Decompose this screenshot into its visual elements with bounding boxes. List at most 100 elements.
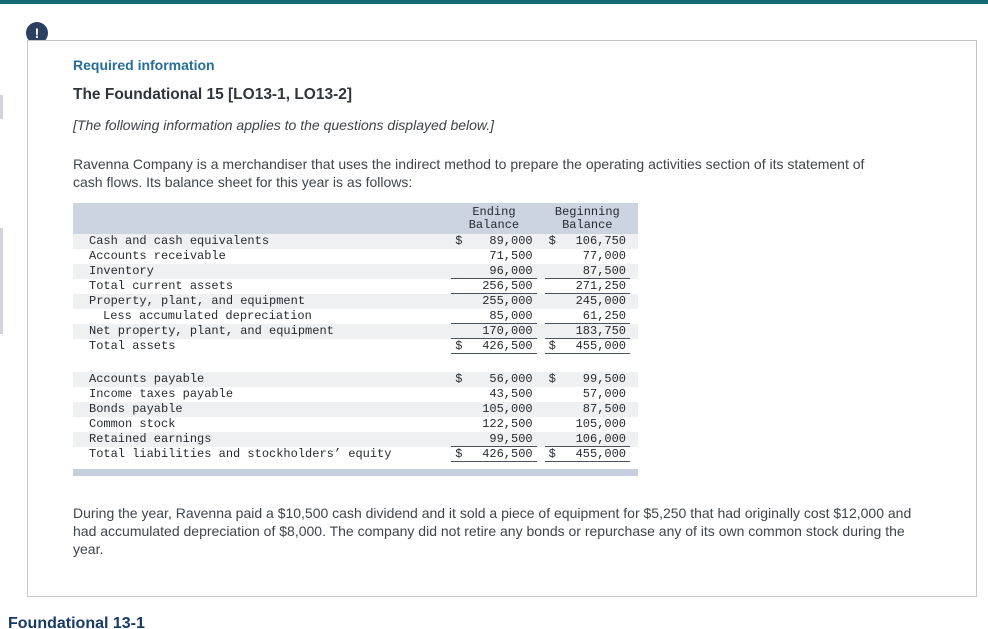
amount-value: 106,000: [575, 432, 627, 446]
currency-symbol: $: [548, 372, 556, 386]
table-row: Total liabilities and stockholders’ equi…: [73, 447, 638, 462]
amount-value: 99,500: [582, 372, 627, 386]
applies-note: [The following information applies to th…: [73, 117, 495, 133]
beginning-amount: 57,000: [545, 387, 630, 402]
balance-sheet-table: Ending Balance Beginning Balance Cash an…: [73, 203, 638, 476]
table-row: Accounts payable $56,000 $99,500: [73, 372, 638, 387]
beginning-amount: $99,500: [545, 372, 630, 387]
left-edge-mark: [0, 228, 3, 334]
beginning-amount: $455,000: [544, 339, 631, 354]
row-label: Total current assets: [89, 279, 234, 293]
amount-value: 106,750: [575, 234, 627, 248]
top-accent-bar: [0, 0, 988, 4]
assignment-title: The Foundational 15 [LO13-1, LO13-2]: [73, 86, 353, 103]
left-edge-mark: [0, 95, 3, 119]
row-label: Common stock: [89, 417, 176, 431]
amount-value: 87,500: [582, 264, 627, 278]
beginning-amount: $106,750: [545, 234, 630, 249]
beginning-amount: $455,000: [544, 447, 631, 462]
table-bottom-bar: [73, 469, 638, 476]
spacer-row: [73, 354, 638, 372]
row-label: Accounts payable: [89, 372, 205, 386]
beginning-amount: 271,250: [544, 279, 631, 294]
required-information-label: Required information: [73, 57, 215, 73]
table-row: Cash and cash equivalents $89,000 $106,7…: [73, 234, 638, 249]
amount-value: 255,000: [482, 294, 533, 308]
table-row: Total assets $426,500 $455,000: [73, 339, 638, 354]
row-label: Total liabilities and stockholders’ equi…: [89, 447, 392, 461]
ending-amount: 99,500: [451, 432, 537, 447]
alert-icon: !: [26, 22, 48, 44]
ending-amount: 43,500: [451, 387, 536, 402]
ending-amount: 85,000: [451, 309, 537, 324]
amount-value: 426,500: [482, 447, 533, 461]
beginning-amount: 61,250: [544, 309, 631, 324]
table-row: Inventory 96,000 87,500: [73, 264, 638, 279]
table-row: Income taxes payable 43,500 57,000: [73, 387, 638, 402]
amount-value: 455,000: [575, 339, 627, 353]
currency-symbol: $: [548, 339, 556, 353]
amount-value: 122,500: [482, 417, 533, 431]
row-label: Retained earnings: [89, 432, 212, 446]
amount-value: 71,500: [489, 249, 533, 263]
amount-value: 57,000: [582, 387, 627, 401]
amount-value: 256,500: [482, 279, 533, 293]
table-row: Total current assets 256,500 271,250: [73, 279, 638, 294]
beginning-balance-header: Beginning Balance: [554, 205, 620, 232]
next-section-heading: Foundational 13-1: [8, 615, 145, 629]
currency-symbol: $: [455, 447, 463, 461]
ending-amount: 255,000: [451, 294, 536, 309]
ending-amount: $426,500: [451, 447, 537, 462]
currency-symbol: $: [455, 372, 463, 386]
row-label: Property, plant, and equipment: [89, 294, 306, 308]
amount-value: 56,000: [489, 372, 533, 386]
amount-value: 245,000: [575, 294, 627, 308]
ending-amount: 122,500: [451, 417, 536, 432]
row-label: Cash and cash equivalents: [89, 234, 270, 248]
row-label: Less accumulated depreciation: [103, 309, 312, 323]
currency-symbol: $: [455, 234, 463, 248]
label-column-header: [73, 206, 451, 232]
amount-value: 43,500: [489, 387, 533, 401]
currency-symbol: $: [455, 339, 463, 353]
row-label: Income taxes payable: [89, 387, 234, 401]
beginning-amount: 245,000: [545, 294, 630, 309]
currency-symbol: $: [548, 234, 556, 248]
balance-sheet-header-row: Ending Balance Beginning Balance: [73, 203, 638, 234]
amount-value: 183,750: [575, 324, 627, 338]
table-row: Retained earnings 99,500 106,000: [73, 432, 638, 447]
amount-value: 77,000: [582, 249, 627, 263]
amount-value: 89,000: [489, 234, 533, 248]
ending-amount: 256,500: [451, 279, 537, 294]
amount-value: 105,000: [482, 402, 533, 416]
table-row: Common stock 122,500 105,000: [73, 417, 638, 432]
row-label: Bonds payable: [89, 402, 183, 416]
amount-value: 271,250: [575, 279, 627, 293]
ending-amount: 105,000: [451, 402, 536, 417]
ending-balance-header: Ending Balance: [468, 205, 520, 232]
ending-amount: 71,500: [451, 249, 536, 264]
amount-value: 61,250: [582, 309, 627, 323]
beginning-amount: 183,750: [544, 324, 631, 339]
details-paragraph: During the year, Ravenna paid a $10,500 …: [73, 505, 912, 557]
amount-value: 426,500: [482, 339, 533, 353]
amount-value: 96,000: [489, 264, 533, 278]
amount-value: 85,000: [489, 309, 533, 323]
ending-amount: $89,000: [451, 234, 536, 249]
row-label: Inventory: [89, 264, 154, 278]
amount-value: 105,000: [575, 417, 627, 431]
table-row: Less accumulated depreciation 85,000 61,…: [73, 309, 638, 324]
intro-paragraph: Ravenna Company is a merchandiser that u…: [73, 156, 865, 190]
ending-amount: $56,000: [451, 372, 536, 387]
beginning-amount: 77,000: [545, 249, 630, 264]
ending-amount: 96,000: [451, 264, 537, 279]
table-row: Bonds payable 105,000 87,500: [73, 402, 638, 417]
row-label: Net property, plant, and equipment: [89, 324, 334, 338]
amount-value: 170,000: [482, 324, 533, 338]
table-row: Net property, plant, and equipment 170,0…: [73, 324, 638, 339]
amount-value: 455,000: [575, 447, 627, 461]
beginning-amount: 87,500: [545, 402, 630, 417]
beginning-amount: 105,000: [545, 417, 630, 432]
beginning-amount: 87,500: [544, 264, 631, 279]
amount-value: 99,500: [489, 432, 533, 446]
